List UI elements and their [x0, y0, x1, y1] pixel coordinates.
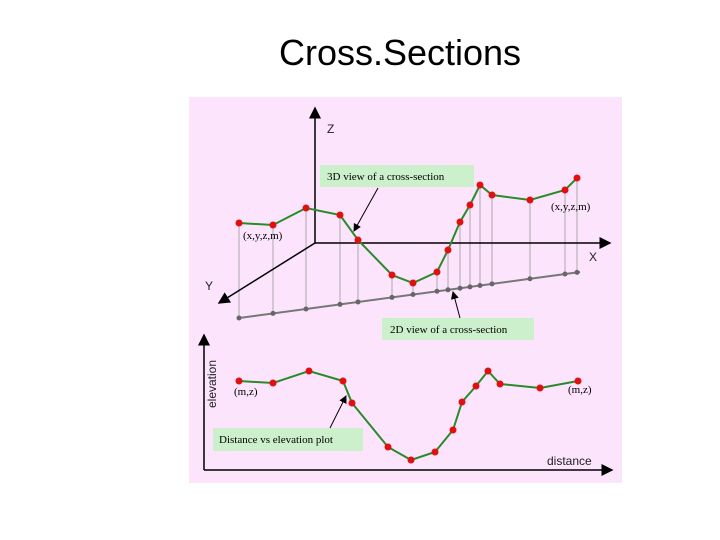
vertex: [456, 218, 464, 226]
vertex: [526, 196, 534, 204]
callout-box: [320, 165, 474, 187]
y-label: Y: [205, 279, 213, 293]
vertex: [561, 186, 569, 194]
projected-point: [355, 299, 361, 305]
callout-box: [382, 318, 534, 340]
callout-text: Distance vs elevation plot: [219, 434, 333, 446]
vertex: [269, 379, 277, 387]
projection-line: [238, 271, 581, 319]
vertex: [407, 456, 415, 464]
z-label: Z: [327, 122, 334, 136]
point-label: (m,z): [568, 384, 592, 396]
projected-point: [489, 281, 495, 287]
vertex: [235, 377, 243, 385]
distance-label: distance: [547, 454, 592, 468]
projected-point: [434, 288, 440, 294]
vertex: [305, 367, 313, 375]
projected-point: [457, 285, 463, 291]
vertex: [458, 398, 466, 406]
vertex: [574, 377, 582, 385]
vertex: [536, 384, 544, 392]
slide-title: Cross.Sections: [278, 32, 522, 73]
vertex: [336, 211, 344, 219]
x-label: X: [589, 250, 597, 264]
drop-lines: [238, 178, 578, 318]
vertex: [476, 181, 484, 189]
callout-box: [213, 428, 363, 451]
vertex: [488, 191, 496, 199]
projected-point: [337, 301, 343, 307]
vertex: [433, 268, 441, 276]
projected-point: [527, 276, 533, 282]
point-label: (x,y,z,m): [243, 230, 283, 242]
point-label: (x,y,z,m): [551, 201, 591, 213]
vertex: [449, 426, 457, 434]
vertex: [466, 201, 474, 209]
projected-point: [477, 282, 483, 288]
projected-point: [574, 269, 580, 275]
vertex: [444, 246, 452, 254]
projected-point: [270, 310, 276, 316]
vertex: [235, 219, 243, 227]
callout-text: 2D view of a cross-section: [390, 324, 508, 336]
projected-point: [410, 292, 416, 298]
callout-text: 3D view of a cross-section: [327, 171, 445, 183]
vertex: [496, 380, 504, 388]
vertex: [302, 204, 310, 212]
projected-point: [467, 284, 473, 290]
vertex: [348, 399, 356, 407]
vertex: [431, 448, 439, 456]
panel: [189, 97, 622, 483]
vertex: [354, 236, 362, 244]
vertex: [269, 221, 277, 229]
vertex: [388, 271, 396, 279]
projected-point: [389, 294, 395, 300]
projected-point: [303, 306, 309, 312]
vertex: [573, 174, 581, 182]
projected-point: [236, 315, 242, 321]
vertex: [484, 367, 492, 375]
vertex: [339, 377, 347, 385]
y-axis: [217, 242, 316, 304]
callout-arrow: [450, 291, 461, 319]
callout-arrow: [329, 395, 347, 429]
curves: [235, 174, 582, 464]
vertex: [384, 443, 392, 451]
callout-arrow: [353, 187, 379, 232]
projected-point: [445, 287, 451, 293]
elevation-label: elevation: [205, 360, 219, 408]
vertex: [472, 382, 480, 390]
projected-point: [562, 271, 568, 277]
point-label: (m,z): [234, 386, 258, 398]
vertex: [409, 279, 417, 287]
cross-section-3d: [238, 177, 578, 285]
